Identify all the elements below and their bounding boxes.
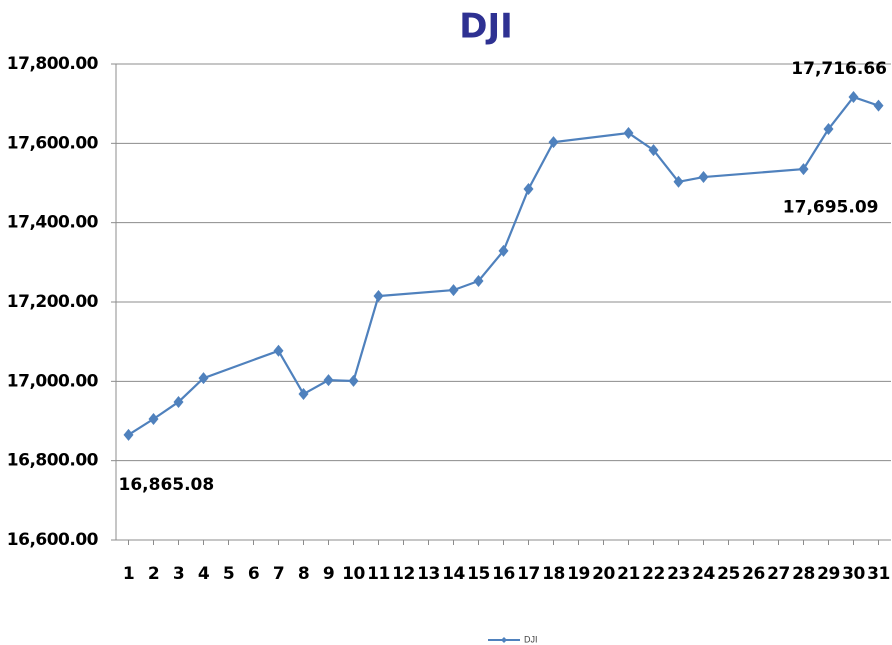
x-tick-label: 27 (767, 564, 790, 584)
data-point (798, 163, 809, 176)
x-tick-label: 5 (223, 564, 234, 584)
x-tick-label: 8 (298, 564, 309, 584)
x-tick-label: 11 (367, 564, 390, 584)
x-tick-label: 2 (148, 564, 159, 584)
data-point (448, 284, 459, 297)
x-tick-label: 21 (617, 564, 640, 584)
data-point (673, 175, 684, 188)
data-point (498, 244, 509, 257)
x-tick-label: 13 (417, 564, 440, 584)
data-point (148, 413, 159, 426)
data-point (348, 374, 359, 387)
x-tick-label: 24 (692, 564, 715, 584)
x-tick-label: 14 (442, 564, 465, 584)
x-tick-label: 28 (792, 564, 815, 584)
data-point (298, 388, 309, 401)
x-tick-label: 22 (642, 564, 665, 584)
x-tick-label: 31 (867, 564, 890, 584)
x-tick-label: 15 (467, 564, 490, 584)
x-tick-label: 7 (273, 564, 284, 584)
chart-title: DJI (459, 7, 513, 47)
data-point (273, 344, 284, 357)
data-point (698, 171, 709, 184)
y-tick-label: 16,800.00 (7, 451, 99, 471)
x-tick-label: 25 (717, 564, 740, 584)
x-tick-label: 19 (567, 564, 590, 584)
x-tick-label: 16 (492, 564, 515, 584)
data-point (373, 290, 384, 303)
value-label: 16,865.08 (119, 475, 215, 495)
x-tick-label: 29 (817, 564, 840, 584)
x-tick-label: 9 (323, 564, 334, 584)
data-point (873, 99, 884, 112)
value-label: 17,695.09 (783, 198, 879, 218)
y-tick-label: 17,200.00 (7, 292, 99, 312)
data-point (473, 274, 484, 287)
data-point (173, 395, 184, 408)
x-tick-label: 20 (592, 564, 615, 584)
legend-label: DJI (524, 634, 538, 644)
x-tick-label: 10 (342, 564, 365, 584)
y-tick-label: 16,600.00 (7, 530, 99, 550)
x-tick-label: 17 (517, 564, 540, 584)
legend-marker (501, 637, 507, 643)
x-tick-label: 6 (248, 564, 259, 584)
x-tick-label: 18 (542, 564, 565, 584)
data-point (198, 372, 209, 385)
data-point (323, 374, 334, 387)
data-line (127, 95, 879, 436)
y-tick-label: 17,400.00 (7, 213, 99, 233)
y-tick-label: 17,600.00 (7, 133, 99, 153)
x-tick-label: 30 (842, 564, 865, 584)
x-tick-label: 23 (667, 564, 690, 584)
y-tick-label: 17,000.00 (7, 371, 99, 391)
data-point (623, 127, 634, 140)
data-point (123, 428, 134, 441)
data-point (648, 144, 659, 157)
x-tick-label: 4 (198, 564, 210, 584)
x-tick-label: 1 (123, 564, 134, 584)
x-tick-label: 3 (173, 564, 184, 584)
x-tick-label: 12 (392, 564, 415, 584)
value-label: 17,716.66 (791, 59, 887, 79)
data-point (523, 182, 534, 195)
data-point (823, 123, 834, 136)
data-point (548, 136, 559, 149)
y-tick-label: 17,800.00 (7, 54, 99, 74)
x-tick-label: 26 (742, 564, 765, 584)
data-point (848, 91, 859, 104)
